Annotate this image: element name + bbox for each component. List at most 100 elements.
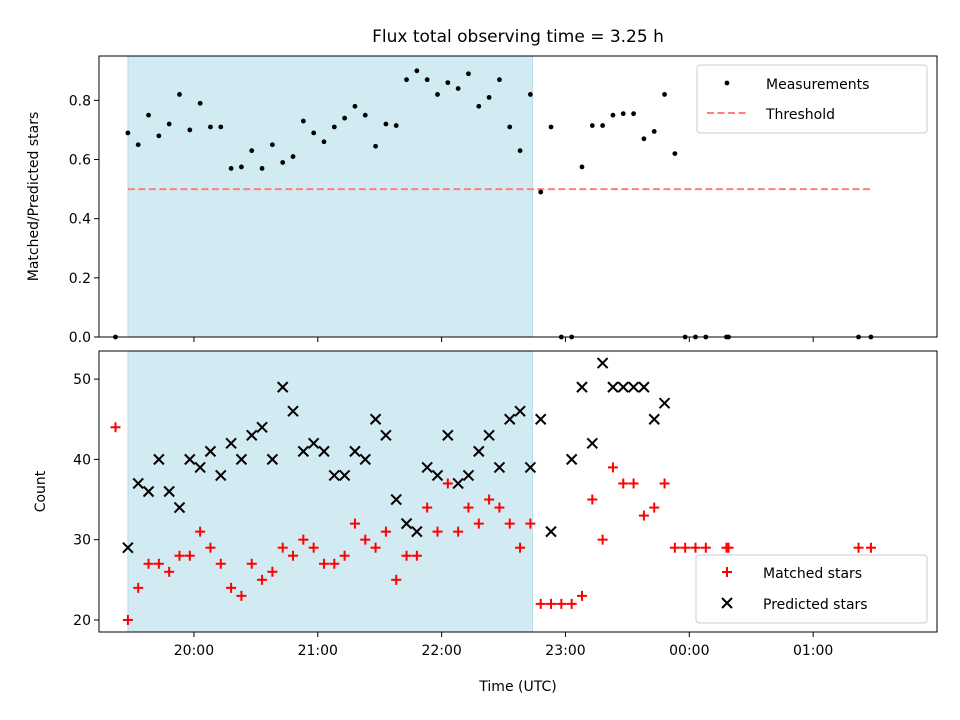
measurement-point [672, 151, 678, 157]
measurement-point [269, 142, 275, 148]
y-tick-label: 0.2 [69, 271, 91, 287]
measurement-point [280, 160, 286, 165]
predicted-star-point [307, 437, 320, 450]
y-tick-label: 50 [73, 372, 91, 388]
predicted-star-point [596, 357, 609, 369]
matched-star-point [628, 478, 639, 489]
predicted-star-point [153, 453, 165, 466]
predicted-star-point [431, 469, 444, 482]
measurement-point [497, 77, 502, 83]
predicted-star-point [215, 469, 227, 482]
top-shaded-interval [127, 55, 533, 338]
matched-star-point [566, 598, 577, 609]
predicted-star-point [225, 437, 237, 450]
measurement-point [300, 118, 306, 124]
bottom-panel: 20 30 40 50 20:00 21:00 22:00 23:00 00:00 01:00 C… [33, 350, 938, 695]
predicted-star-point [142, 485, 155, 498]
measurement-point [135, 142, 141, 148]
measurement-point [404, 77, 409, 83]
predicted-star-point [256, 421, 268, 433]
y-tick-label: 0.8 [69, 93, 91, 109]
matched-star-point [226, 582, 237, 593]
legend-matched-marker [722, 567, 732, 577]
predicted-star-point [627, 381, 640, 393]
predicted-star-point [452, 477, 464, 490]
matched-star-point [865, 542, 876, 553]
matched-star-point [329, 558, 340, 569]
matched-star-point [515, 542, 526, 553]
measurement-point [177, 92, 182, 97]
predicted-star-point [514, 405, 526, 417]
predicted-star-point [328, 469, 341, 482]
measurement-point [414, 68, 420, 74]
predicted-star-point [318, 445, 330, 458]
predicted-star-point [246, 429, 258, 442]
measurement-point [208, 124, 213, 130]
bottom-y-axis-label: Count [33, 470, 49, 512]
matched-star-point [649, 502, 660, 513]
predicted-star-point [194, 461, 206, 474]
matched-star-point [110, 422, 121, 433]
matched-star-point [308, 542, 319, 553]
predicted-star-point [658, 397, 671, 409]
measurement-point [290, 154, 296, 159]
matched-star-point [535, 598, 546, 609]
matched-star-point [360, 534, 371, 545]
matched-star-point [277, 542, 288, 553]
measurement-point [466, 71, 471, 77]
measurement-point [610, 112, 616, 118]
legend-matched-label: Matched stars [763, 566, 862, 582]
x-tick-label: 23:00 [545, 643, 585, 659]
predicted-star-point [638, 381, 650, 393]
measurement-point [383, 121, 389, 127]
y-tick-label: 0.0 [69, 330, 91, 346]
top-legend: Measurements Threshold [696, 64, 928, 134]
matched-star-point [618, 478, 629, 489]
measurement-point [362, 112, 368, 118]
bottom-legend-box [695, 554, 928, 624]
predicted-star-point [400, 517, 413, 530]
y-tick-label: 30 [73, 533, 91, 549]
predicted-star-point [545, 525, 557, 538]
measurement-point [259, 166, 265, 171]
measurement-point [218, 124, 224, 130]
x-tick-label: 00:00 [669, 643, 709, 659]
measurement-point [548, 124, 554, 130]
matched-star-point [853, 542, 864, 553]
measurement-point [331, 124, 337, 130]
predicted-star-point [534, 413, 547, 425]
predicted-star-point [287, 405, 299, 417]
matched-star-point [215, 558, 226, 569]
measurement-point [579, 164, 585, 170]
predicted-star-point [483, 429, 495, 442]
y-tick-label: 40 [73, 452, 91, 468]
predicted-star-point [184, 453, 196, 466]
measurement-point [486, 95, 492, 100]
legend-predicted-label: Predicted stars [763, 597, 868, 613]
predicted-star-point [576, 381, 588, 393]
matched-star-point [143, 558, 154, 569]
measurement-point [455, 86, 461, 91]
matched-star-point [659, 478, 670, 489]
matched-star-point [349, 518, 360, 529]
measurement-point [228, 166, 234, 171]
matched-star-point [288, 550, 299, 561]
matched-star-point [556, 598, 567, 609]
matched-star-point [339, 550, 350, 561]
measurement-point [631, 111, 636, 117]
matched-star-point [504, 518, 515, 529]
top-y-axis-label: Matched/Predicted stars [26, 112, 42, 282]
measurement-point [507, 124, 513, 130]
matched-star-point [184, 550, 195, 561]
matched-star-point [298, 534, 309, 545]
predicted-star-point [235, 453, 248, 466]
matched-star-point [236, 590, 247, 601]
matched-star-point [318, 558, 329, 569]
x-tick-label: 01:00 [793, 643, 833, 659]
measurement-point [527, 92, 533, 97]
matched-star-point [442, 478, 453, 489]
matched-star-point [463, 502, 474, 513]
y-tick-label: 0.4 [69, 212, 91, 228]
predicted-star-point [297, 445, 310, 458]
